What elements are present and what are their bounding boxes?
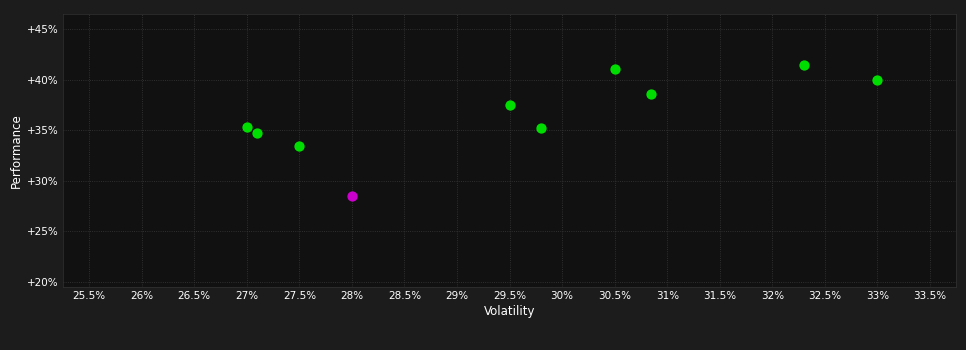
Point xyxy=(249,131,265,136)
Point xyxy=(533,125,549,131)
Point xyxy=(344,193,359,199)
Point xyxy=(292,144,307,149)
Point xyxy=(239,125,254,130)
X-axis label: Volatility: Volatility xyxy=(484,305,535,318)
Point xyxy=(501,102,517,108)
Point xyxy=(607,66,622,71)
Y-axis label: Performance: Performance xyxy=(10,113,23,188)
Point xyxy=(796,62,811,67)
Point xyxy=(643,91,659,97)
Point xyxy=(869,77,885,83)
